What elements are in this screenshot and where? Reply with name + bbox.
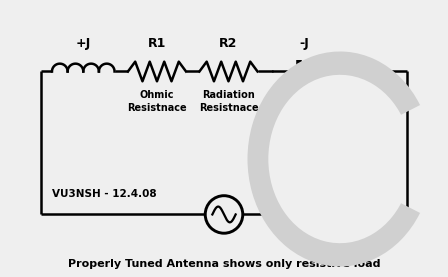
- Text: Properly Tuned Antenna shows only resistive load: Properly Tuned Antenna shows only resist…: [68, 259, 380, 269]
- Text: Radiation
Resistnace: Radiation Resistnace: [198, 90, 258, 113]
- Text: VU3NSH - 12.4.08: VU3NSH - 12.4.08: [52, 189, 157, 199]
- Text: +J: +J: [76, 37, 91, 50]
- Text: R2: R2: [219, 37, 237, 50]
- Text: -J: -J: [300, 37, 309, 50]
- Text: R1: R1: [148, 37, 166, 50]
- Text: Ohmic
Resistnace: Ohmic Resistnace: [127, 90, 187, 113]
